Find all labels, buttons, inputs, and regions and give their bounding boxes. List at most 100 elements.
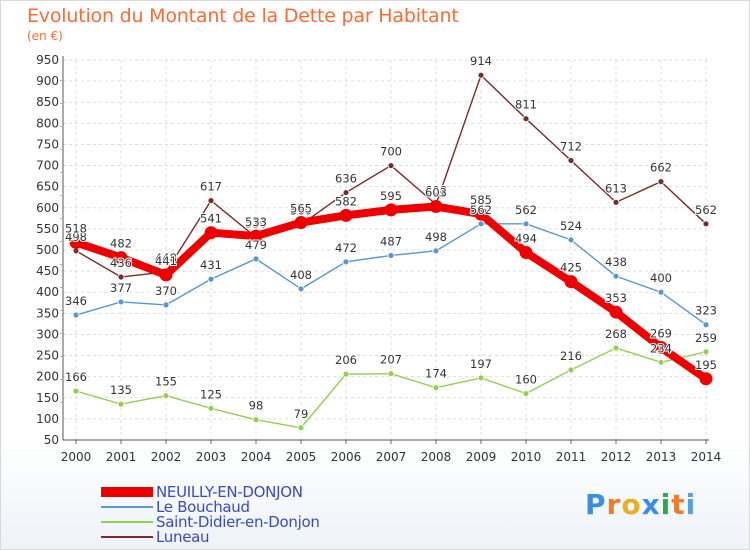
point-saint-didier-en-donjon [252,416,260,424]
point-saint-didier-en-donjon [297,424,305,432]
point-saint-didier-en-donjon [477,374,485,382]
point-le-bouchaud [297,285,305,293]
series-layer [69,71,713,432]
x-tick-label: 2001 [106,450,137,464]
x-tick-label: 2013 [646,450,677,464]
point-neuilly-en-donjon [384,203,398,217]
data-label-saint-didier-en-donjon: 174 [425,367,447,381]
point-le-bouchaud [567,236,575,244]
data-label-saint-didier-en-donjon: 166 [65,370,87,384]
point-le-bouchaud [477,220,485,228]
data-label-luneau: 914 [470,54,492,68]
point-saint-didier-en-donjon [117,400,125,408]
legend-swatch [101,506,153,508]
data-label-neuilly-en-donjon: 582 [335,194,357,208]
data-label-le-bouchaud: 370 [155,284,177,298]
x-tick-label: 2006 [331,450,362,464]
data-label-luneau: 662 [650,161,672,175]
logo-letter: x [641,488,661,521]
y-tick-label: 700 [36,159,59,173]
data-label-neuilly-en-donjon: 494 [515,232,537,246]
legend-item: Luneau [101,528,381,546]
point-saint-didier-en-donjon [162,392,170,400]
data-label-luneau: 636 [335,172,357,186]
data-label-saint-didier-en-donjon: 79 [294,407,309,421]
data-label-saint-didier-en-donjon: 206 [335,353,357,367]
point-luneau [522,115,530,123]
axes: 50 100 150 200 250 300 350 400 450 500 550 600 650 70… [36,53,721,464]
legend-swatch [101,521,153,523]
point-saint-didier-en-donjon [702,348,710,356]
data-label-neuilly-en-donjon: 269 [650,327,672,341]
y-tick-label: 750 [36,137,59,151]
data-label-luneau: 613 [605,181,627,195]
point-le-bouchaud [612,272,620,280]
x-tick-label: 2005 [286,450,317,464]
point-luneau [117,273,125,281]
data-label-luneau: 608 [425,183,447,197]
data-label-luneau: 448 [155,251,177,265]
x-tick-label: 2014 [691,450,722,464]
data-label-neuilly-en-donjon: 533 [245,215,267,229]
y-tick-label: 400 [36,285,59,299]
y-tick-label: 950 [36,53,59,67]
data-label-saint-didier-en-donjon: 160 [515,373,537,387]
data-label-luneau: 712 [560,139,582,153]
data-label-le-bouchaud: 472 [335,241,357,255]
y-tick-label: 250 [36,349,59,363]
point-le-bouchaud [162,301,170,309]
data-label-le-bouchaud: 562 [515,203,537,217]
point-neuilly-en-donjon [699,372,713,386]
point-neuilly-en-donjon [564,275,578,289]
data-label-le-bouchaud: 377 [110,281,132,295]
data-label-le-bouchaud: 479 [245,238,267,252]
x-tick-label: 2008 [421,450,452,464]
point-neuilly-en-donjon [249,229,263,243]
point-neuilly-en-donjon [429,200,443,214]
data-label-saint-didier-en-donjon: 216 [560,349,582,363]
data-label-neuilly-en-donjon: 195 [695,358,717,372]
point-luneau [207,197,215,205]
x-tick-label: 2010 [511,450,542,464]
data-label-neuilly-en-donjon: 541 [200,212,222,226]
logo-letter: i [660,488,672,521]
data-label-luneau: 530 [245,216,267,230]
logo-letter: o [621,488,642,521]
data-label-le-bouchaud: 346 [65,294,87,308]
data-label-le-bouchaud: 431 [200,258,222,272]
point-neuilly-en-donjon [339,208,353,222]
point-le-bouchaud [657,288,665,296]
data-label-saint-didier-en-donjon: 234 [650,341,672,355]
point-le-bouchaud [522,220,530,228]
legend-item: Le Bouchaud [101,498,381,516]
point-le-bouchaud [117,298,125,306]
data-label-le-bouchaud: 487 [380,234,402,248]
y-tick-label: 550 [36,222,59,236]
x-tick-label: 2002 [151,450,182,464]
legend: NEUILLY-EN-DONJON Le Bouchaud Saint-Didier… [101,483,381,546]
data-label-le-bouchaud: 400 [650,271,672,285]
unit-label: (en €) [27,29,63,43]
point-saint-didier-en-donjon [612,344,620,352]
data-label-le-bouchaud: 438 [605,255,627,269]
point-saint-didier-en-donjon [522,390,530,397]
point-le-bouchaud [432,247,440,255]
point-saint-didier-en-donjon [567,366,575,374]
data-label-neuilly-en-donjon: 425 [560,261,582,275]
y-tick-label: 800 [36,116,59,130]
legend-item: Saint-Didier-en-Donjon [101,513,381,531]
data-label-luneau: 498 [65,230,87,244]
legend-item: NEUILLY-EN-DONJON [101,483,381,501]
point-le-bouchaud [342,258,350,266]
point-neuilly-en-donjon [474,207,488,221]
data-label-neuilly-en-donjon: 565 [290,202,312,216]
logo-letter: t [671,488,686,521]
point-neuilly-en-donjon [69,235,83,249]
x-tick-label: 2007 [376,450,407,464]
y-tick-label: 150 [36,391,59,405]
point-saint-didier-en-donjon [657,358,665,366]
data-label-neuilly-en-donjon: 585 [470,193,492,207]
x-tick-label: 2012 [601,450,632,464]
data-label-neuilly-en-donjon: 603 [425,186,447,200]
data-label-le-bouchaud: 408 [290,268,312,282]
